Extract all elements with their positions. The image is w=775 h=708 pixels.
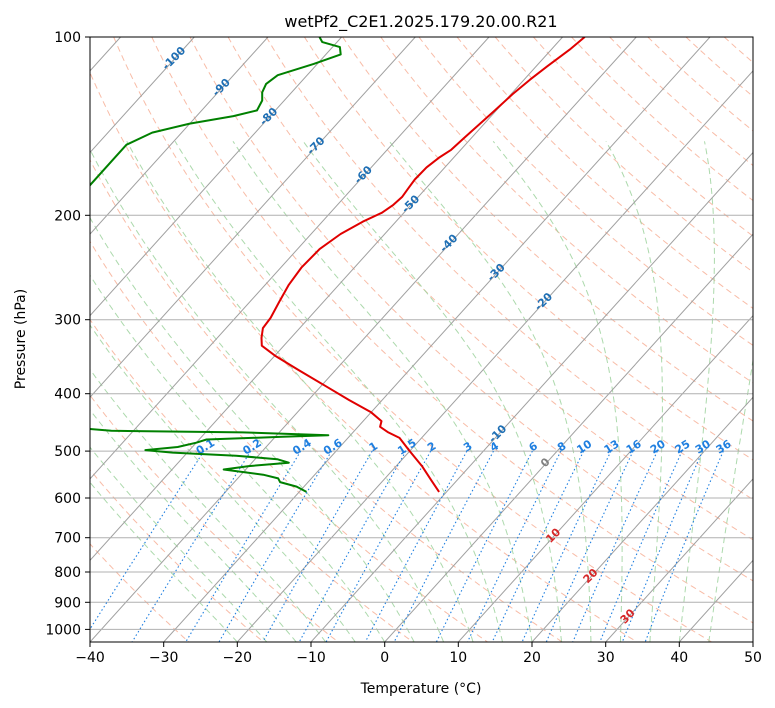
isobars	[90, 37, 753, 630]
x-tick-label: 30	[597, 650, 615, 666]
dry-adiabat-line	[265, 37, 753, 500]
y-tick-label: 600	[54, 491, 81, 507]
isotherm-line	[457, 314, 753, 642]
isotherm-line	[90, 37, 416, 398]
y-tick-label: 700	[54, 531, 81, 547]
y-tick-label: 1000	[45, 622, 81, 638]
mixing-ratio-line	[393, 450, 494, 642]
sounding-profiles	[90, 37, 586, 493]
x-tick-label: −30	[149, 650, 179, 666]
x-tick-label: 40	[670, 650, 688, 666]
mixing-ratio-line	[545, 450, 634, 642]
mixing-ratio-line	[467, 450, 562, 642]
y-tick-label: 200	[54, 208, 81, 224]
y-tick-label: 500	[54, 444, 81, 460]
dry-adiabat-line	[90, 469, 264, 642]
mixing-ratio-line	[262, 450, 373, 642]
x-tick-label: 50	[744, 650, 762, 666]
isotherm-line	[310, 151, 753, 642]
mixing-ratio-line	[521, 450, 612, 642]
mixing-ratio-line	[325, 450, 432, 642]
axes: −40 −30 −20 −10 0 10 20 30 40 50 100 200 300 400 500 60…	[45, 30, 762, 666]
isotherm-line	[90, 37, 563, 562]
dry-adiabat-line	[90, 158, 563, 642]
mixing-ratio-line	[364, 450, 468, 642]
x-tick-label: 0	[380, 650, 389, 666]
plot-frame	[89, 36, 754, 643]
x-tick-label: 20	[523, 650, 541, 666]
isotherm-line	[384, 233, 753, 642]
x-tick-label: 10	[449, 650, 467, 666]
isotherm-line	[90, 37, 269, 235]
isotherm-line	[90, 37, 342, 317]
y-axis-title: Pressure (hPa)	[13, 289, 29, 389]
isotherm-line	[163, 37, 711, 642]
y-tick-label: 900	[54, 595, 81, 611]
mixing-ratio-line	[298, 450, 407, 642]
y-tick-label: 300	[54, 313, 81, 329]
y-tick-label: 100	[54, 30, 81, 46]
isotherm-line	[90, 37, 490, 480]
isotherm-line	[90, 37, 195, 154]
x-tick-label: −40	[75, 650, 105, 666]
chart-title: wetPf2_C2E1.2025.179.20.00.R21	[284, 12, 557, 32]
dry-adiabat-line	[113, 37, 712, 642]
dry-adiabat-line	[151, 37, 753, 624]
isotherm-line	[90, 37, 637, 642]
x-tick-label: −10	[296, 650, 326, 666]
dry-adiabat-line	[189, 37, 753, 582]
isotherm-line	[531, 396, 753, 642]
temperature-profile-line	[260, 37, 586, 493]
dry-adiabats	[90, 37, 753, 642]
dry-adiabat-line	[90, 394, 339, 642]
mixing-ratio-line	[644, 450, 724, 642]
x-axis-title: Temperature (°C)	[360, 681, 482, 697]
mixing-ratio-line	[131, 450, 252, 642]
y-tick-label: 800	[54, 565, 81, 581]
dry-adiabat-line	[303, 37, 753, 461]
isotherm-line	[605, 478, 753, 642]
mixing-ratio-line	[491, 450, 585, 642]
dry-adiabat-line	[90, 71, 638, 642]
isotherms	[90, 37, 753, 642]
dewpoint-profile-line	[90, 37, 342, 493]
x-tick-label: −20	[223, 650, 253, 666]
dry-adiabat-line	[342, 37, 753, 422]
mixing-ratio-line	[435, 450, 533, 642]
dry-adiabat-line	[90, 240, 488, 642]
isotherm-line	[236, 70, 753, 642]
y-tick-label: 400	[54, 387, 81, 403]
